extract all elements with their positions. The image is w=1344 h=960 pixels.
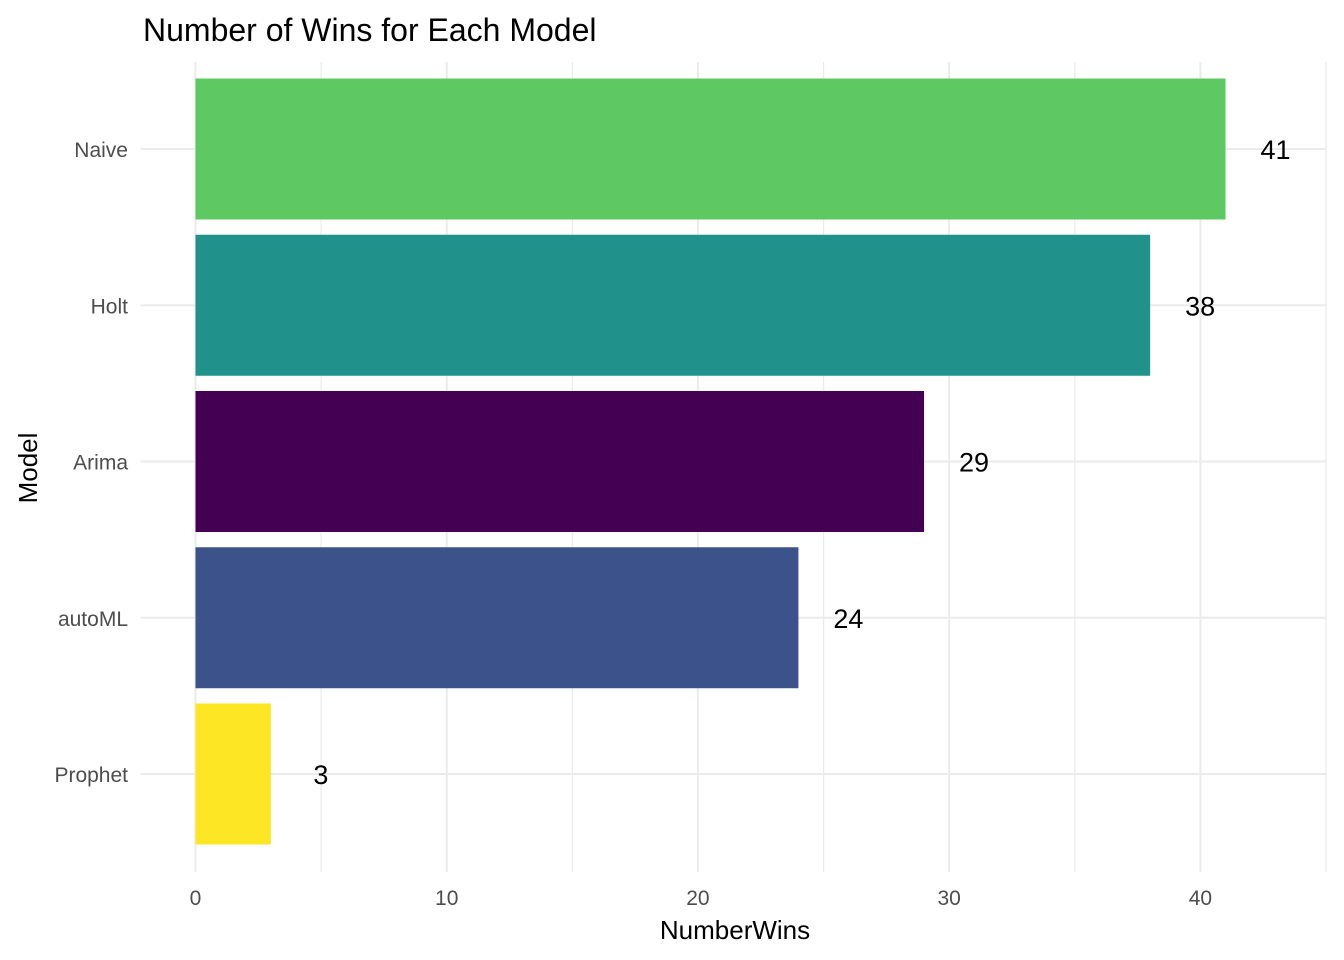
x-axis-title: NumberWins — [660, 915, 810, 945]
x-tick-label: 0 — [190, 887, 202, 910]
x-tick-label: 20 — [686, 887, 709, 910]
data-label-prophet: 3 — [313, 760, 328, 790]
bar-naive — [196, 79, 1226, 220]
data-label-arima: 29 — [959, 448, 989, 478]
y-axis-title: Model — [13, 433, 43, 504]
x-tick-labels: 0 10 20 30 40 — [190, 887, 1212, 910]
data-label-holt: 38 — [1185, 291, 1215, 321]
x-tick-label: 40 — [1189, 887, 1212, 910]
y-tick-label: Arima — [73, 452, 128, 475]
data-label-automl: 24 — [833, 604, 863, 634]
chart-title: Number of Wins for Each Model — [143, 12, 597, 48]
x-tick-label: 10 — [435, 887, 458, 910]
y-tick-label: Holt — [91, 295, 129, 318]
data-label-naive: 41 — [1260, 135, 1290, 165]
y-tick-label: Naive — [74, 139, 128, 162]
bar-prophet — [196, 704, 271, 845]
y-tick-label: autoML — [58, 608, 128, 631]
bar-arima — [196, 391, 925, 532]
y-tick-labels: Naive Holt Arima autoML Prophet — [54, 139, 128, 787]
bar-automl — [196, 547, 799, 688]
y-tick-label: Prophet — [54, 764, 128, 787]
x-tick-label: 30 — [937, 887, 960, 910]
bar-holt — [196, 235, 1151, 376]
